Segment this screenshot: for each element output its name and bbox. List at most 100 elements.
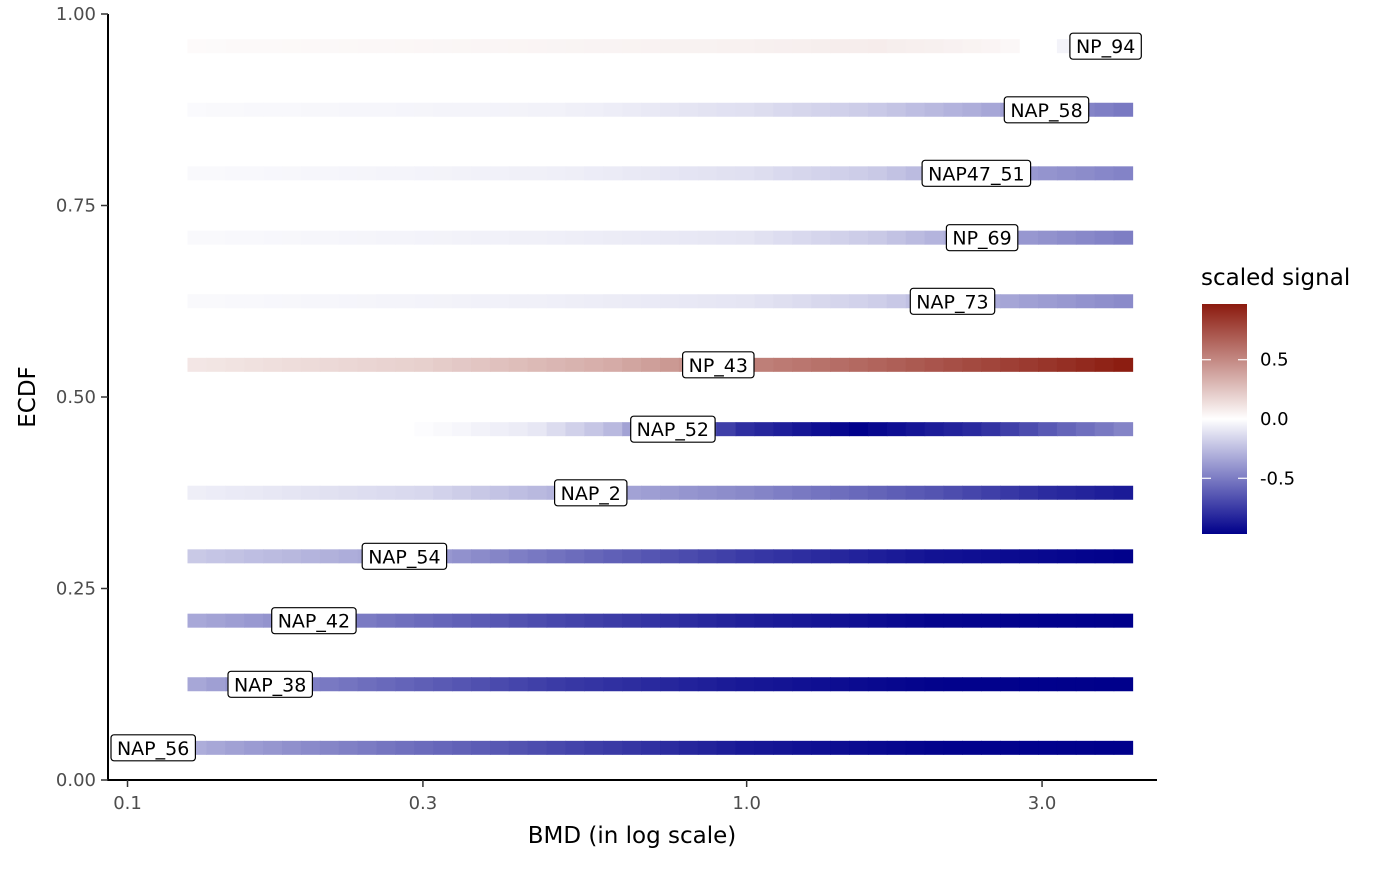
heat-tile [1094, 357, 1115, 372]
heat-tile [584, 102, 604, 117]
heat-tile [357, 485, 378, 500]
heat-tile [641, 549, 661, 564]
heat-tile [773, 230, 793, 245]
heat-tile [811, 422, 831, 437]
tile-row [187, 102, 1134, 117]
heat-tile [452, 677, 472, 692]
heat-tile [1038, 357, 1058, 372]
heat-tile [187, 549, 208, 564]
heat-tile [622, 102, 642, 117]
heat-tile [867, 294, 888, 309]
bmd-label-box [227, 670, 314, 698]
heat-tile [433, 677, 453, 692]
heat-tile [849, 294, 869, 309]
heat-tile [697, 549, 718, 564]
heat-tile [660, 485, 680, 500]
heat-tile [414, 613, 434, 628]
heat-tile [849, 485, 869, 500]
heat-tile [357, 230, 378, 245]
bmd-label-box [110, 734, 197, 762]
heat-tile [584, 39, 604, 54]
heat-tile [830, 613, 850, 628]
heat-tile [282, 166, 302, 181]
heat-tile [376, 740, 397, 755]
bmd-label: NAP_56 [110, 734, 197, 762]
heat-tile [697, 39, 718, 54]
heat-tile [263, 357, 283, 372]
heat-tile [565, 422, 586, 437]
heat-tile [981, 39, 1001, 54]
heat-tile [546, 677, 567, 692]
heat-tile [584, 549, 604, 564]
heat-tile [527, 166, 548, 181]
heat-tile [395, 294, 415, 309]
heat-tile [433, 39, 453, 54]
heat-tile [546, 230, 567, 245]
heat-tile [225, 102, 245, 117]
heat-tile [622, 357, 642, 372]
heat-tile [886, 357, 907, 372]
heat-tile [263, 102, 283, 117]
heat-tile [641, 677, 661, 692]
heat-tile [376, 230, 397, 245]
heat-tile [376, 613, 397, 628]
heat-tile [735, 677, 756, 692]
heat-tile [716, 102, 737, 117]
heat-tile [1000, 39, 1020, 54]
heat-tile [489, 102, 510, 117]
heat-tile [471, 613, 491, 628]
heat-tile [886, 166, 907, 181]
heat-tile [489, 422, 510, 437]
heat-tile [924, 230, 945, 245]
heat-tile [338, 740, 359, 755]
heat-tile [1038, 422, 1058, 437]
bmd-label-text: NAP_54 [368, 546, 440, 568]
heat-tile [187, 230, 208, 245]
heat-tile [433, 485, 453, 500]
heat-tile [1094, 549, 1115, 564]
heat-tile [1094, 166, 1115, 181]
heat-tile [319, 357, 340, 372]
heat-tile [433, 357, 453, 372]
heat-tile [905, 677, 926, 692]
heat-tile [206, 549, 226, 564]
heat-tile [867, 166, 888, 181]
heat-tile [414, 39, 434, 54]
heat-tile [395, 39, 415, 54]
heat-tile [471, 422, 491, 437]
heat-tile [376, 294, 397, 309]
heat-tile [395, 677, 415, 692]
heat-tile [1075, 166, 1096, 181]
heat-tile [905, 230, 926, 245]
heat-tile [867, 677, 888, 692]
heat-tile [849, 39, 869, 54]
heat-tile [943, 102, 964, 117]
heat-tile [773, 677, 793, 692]
heat-tile [565, 740, 586, 755]
heat-tile [962, 39, 982, 54]
heat-tile [376, 39, 397, 54]
bmd-label-text: NAP_56 [117, 738, 189, 760]
heat-tile [849, 422, 869, 437]
bmd-label: NAP_58 [1003, 96, 1090, 124]
heat-tile [357, 294, 378, 309]
heat-tile [489, 740, 510, 755]
heat-tile [830, 166, 850, 181]
heat-tile [886, 677, 907, 692]
heat-tile [282, 485, 302, 500]
heat-tile [1113, 677, 1134, 692]
heat-tile [849, 549, 869, 564]
heat-tile [584, 422, 604, 437]
heat-tile [792, 485, 812, 500]
heat-tile [603, 294, 623, 309]
heat-tile [508, 357, 529, 372]
bmd-label-box [630, 415, 716, 443]
heat-tile [452, 102, 472, 117]
heat-tile [1038, 549, 1058, 564]
heat-tile [489, 357, 510, 372]
bmd-label-text: NAP_38 [234, 674, 306, 696]
heat-tile [905, 357, 926, 372]
heat-tile [376, 102, 397, 117]
heat-tile [471, 39, 491, 54]
heat-tile [697, 677, 718, 692]
